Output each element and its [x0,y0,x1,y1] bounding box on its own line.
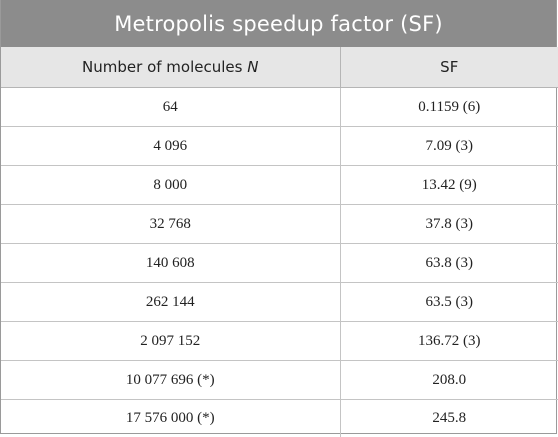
cell-sf: 208.0 [340,361,558,400]
cell-sf: 136.72 (3) [340,322,558,361]
table-row: 64 0.1159 (6) [1,88,558,127]
cell-sf: 7.09 (3) [340,127,558,166]
cell-molecules: 2 097 152 [1,322,340,361]
cell-sf: 37.8 (3) [340,205,558,244]
table-row: 140 608 63.8 (3) [1,244,558,283]
cell-sf: 63.5 (3) [340,283,558,322]
table-row: 262 144 63.5 (3) [1,283,558,322]
cell-molecules: 64 [1,88,340,127]
cell-molecules: 8 000 [1,166,340,205]
cell-molecules: 17 576 000 (*) [1,400,340,437]
table-row: 4 096 7.09 (3) [1,127,558,166]
table-row: 8 000 13.42 (9) [1,166,558,205]
cell-molecules: 262 144 [1,283,340,322]
cell-sf: 63.8 (3) [340,244,558,283]
table-row: 2 097 152 136.72 (3) [1,322,558,361]
column-header-sf: SF [340,47,558,88]
cell-molecules: 140 608 [1,244,340,283]
cell-sf: 13.42 (9) [340,166,558,205]
column-header-molecules-var: N [247,58,258,76]
column-header-molecules: Number of molecules N [1,47,340,88]
cell-sf: 245.8 [340,400,558,437]
data-table: Number of molecules N SF 64 0.1159 (6) 4… [1,47,558,437]
cell-molecules: 32 768 [1,205,340,244]
table-row: 17 576 000 (*) 245.8 [1,400,558,437]
cell-molecules: 4 096 [1,127,340,166]
column-header-molecules-text: Number of molecules [82,58,247,76]
table-row: 32 768 37.8 (3) [1,205,558,244]
cell-molecules: 10 077 696 (*) [1,361,340,400]
header-row: Number of molecules N SF [1,47,558,88]
table-row: 10 077 696 (*) 208.0 [1,361,558,400]
table-title: Metropolis speedup factor (SF) [1,0,556,47]
cell-sf: 0.1159 (6) [340,88,558,127]
